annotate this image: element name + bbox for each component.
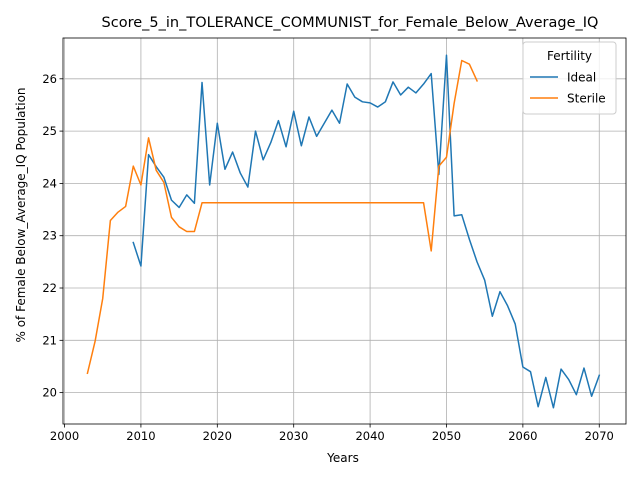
legend: Fertility Ideal Sterile — [522, 41, 617, 115]
x-tick-label: 2020 — [203, 429, 232, 443]
y-tick-label: 20 — [42, 386, 57, 400]
x-tick-label: 2060 — [508, 429, 537, 443]
x-tick-label: 2000 — [50, 429, 79, 443]
axis-ticks: 2000 2010 2020 2030 2040 2050 2060 2070 20 21 22 23… — [42, 72, 614, 443]
chart-title: Score_5_in_TOLERANCE_COMMUNIST_for_Femal… — [102, 15, 599, 31]
series-line-ideal — [132, 54, 601, 409]
y-tick-label: 26 — [42, 72, 57, 86]
x-tick-label: 2050 — [432, 429, 461, 443]
x-tick-label: 2030 — [279, 429, 308, 443]
grid — [63, 38, 626, 424]
y-tick-label: 22 — [42, 281, 57, 295]
legend-label-sterile: Sterile — [567, 92, 606, 106]
x-tick-label: 2070 — [585, 429, 614, 443]
y-tick-label: 23 — [42, 229, 57, 243]
x-axis-label: Years — [326, 451, 359, 465]
x-tick-label: 2010 — [126, 429, 155, 443]
legend-box — [522, 41, 617, 115]
x-tick-label: 2040 — [355, 429, 384, 443]
y-tick-label: 24 — [42, 176, 57, 190]
y-tick-label: 21 — [42, 333, 57, 347]
legend-title: Fertility — [547, 49, 592, 63]
y-tick-label: 25 — [42, 124, 57, 138]
plot-frame — [62, 37, 627, 425]
legend-label-ideal: Ideal — [567, 71, 596, 85]
series-line-sterile — [86, 59, 479, 375]
series-lines — [86, 54, 601, 409]
y-axis-label: % of Female Below_Average_IQ Population — [14, 87, 28, 342]
